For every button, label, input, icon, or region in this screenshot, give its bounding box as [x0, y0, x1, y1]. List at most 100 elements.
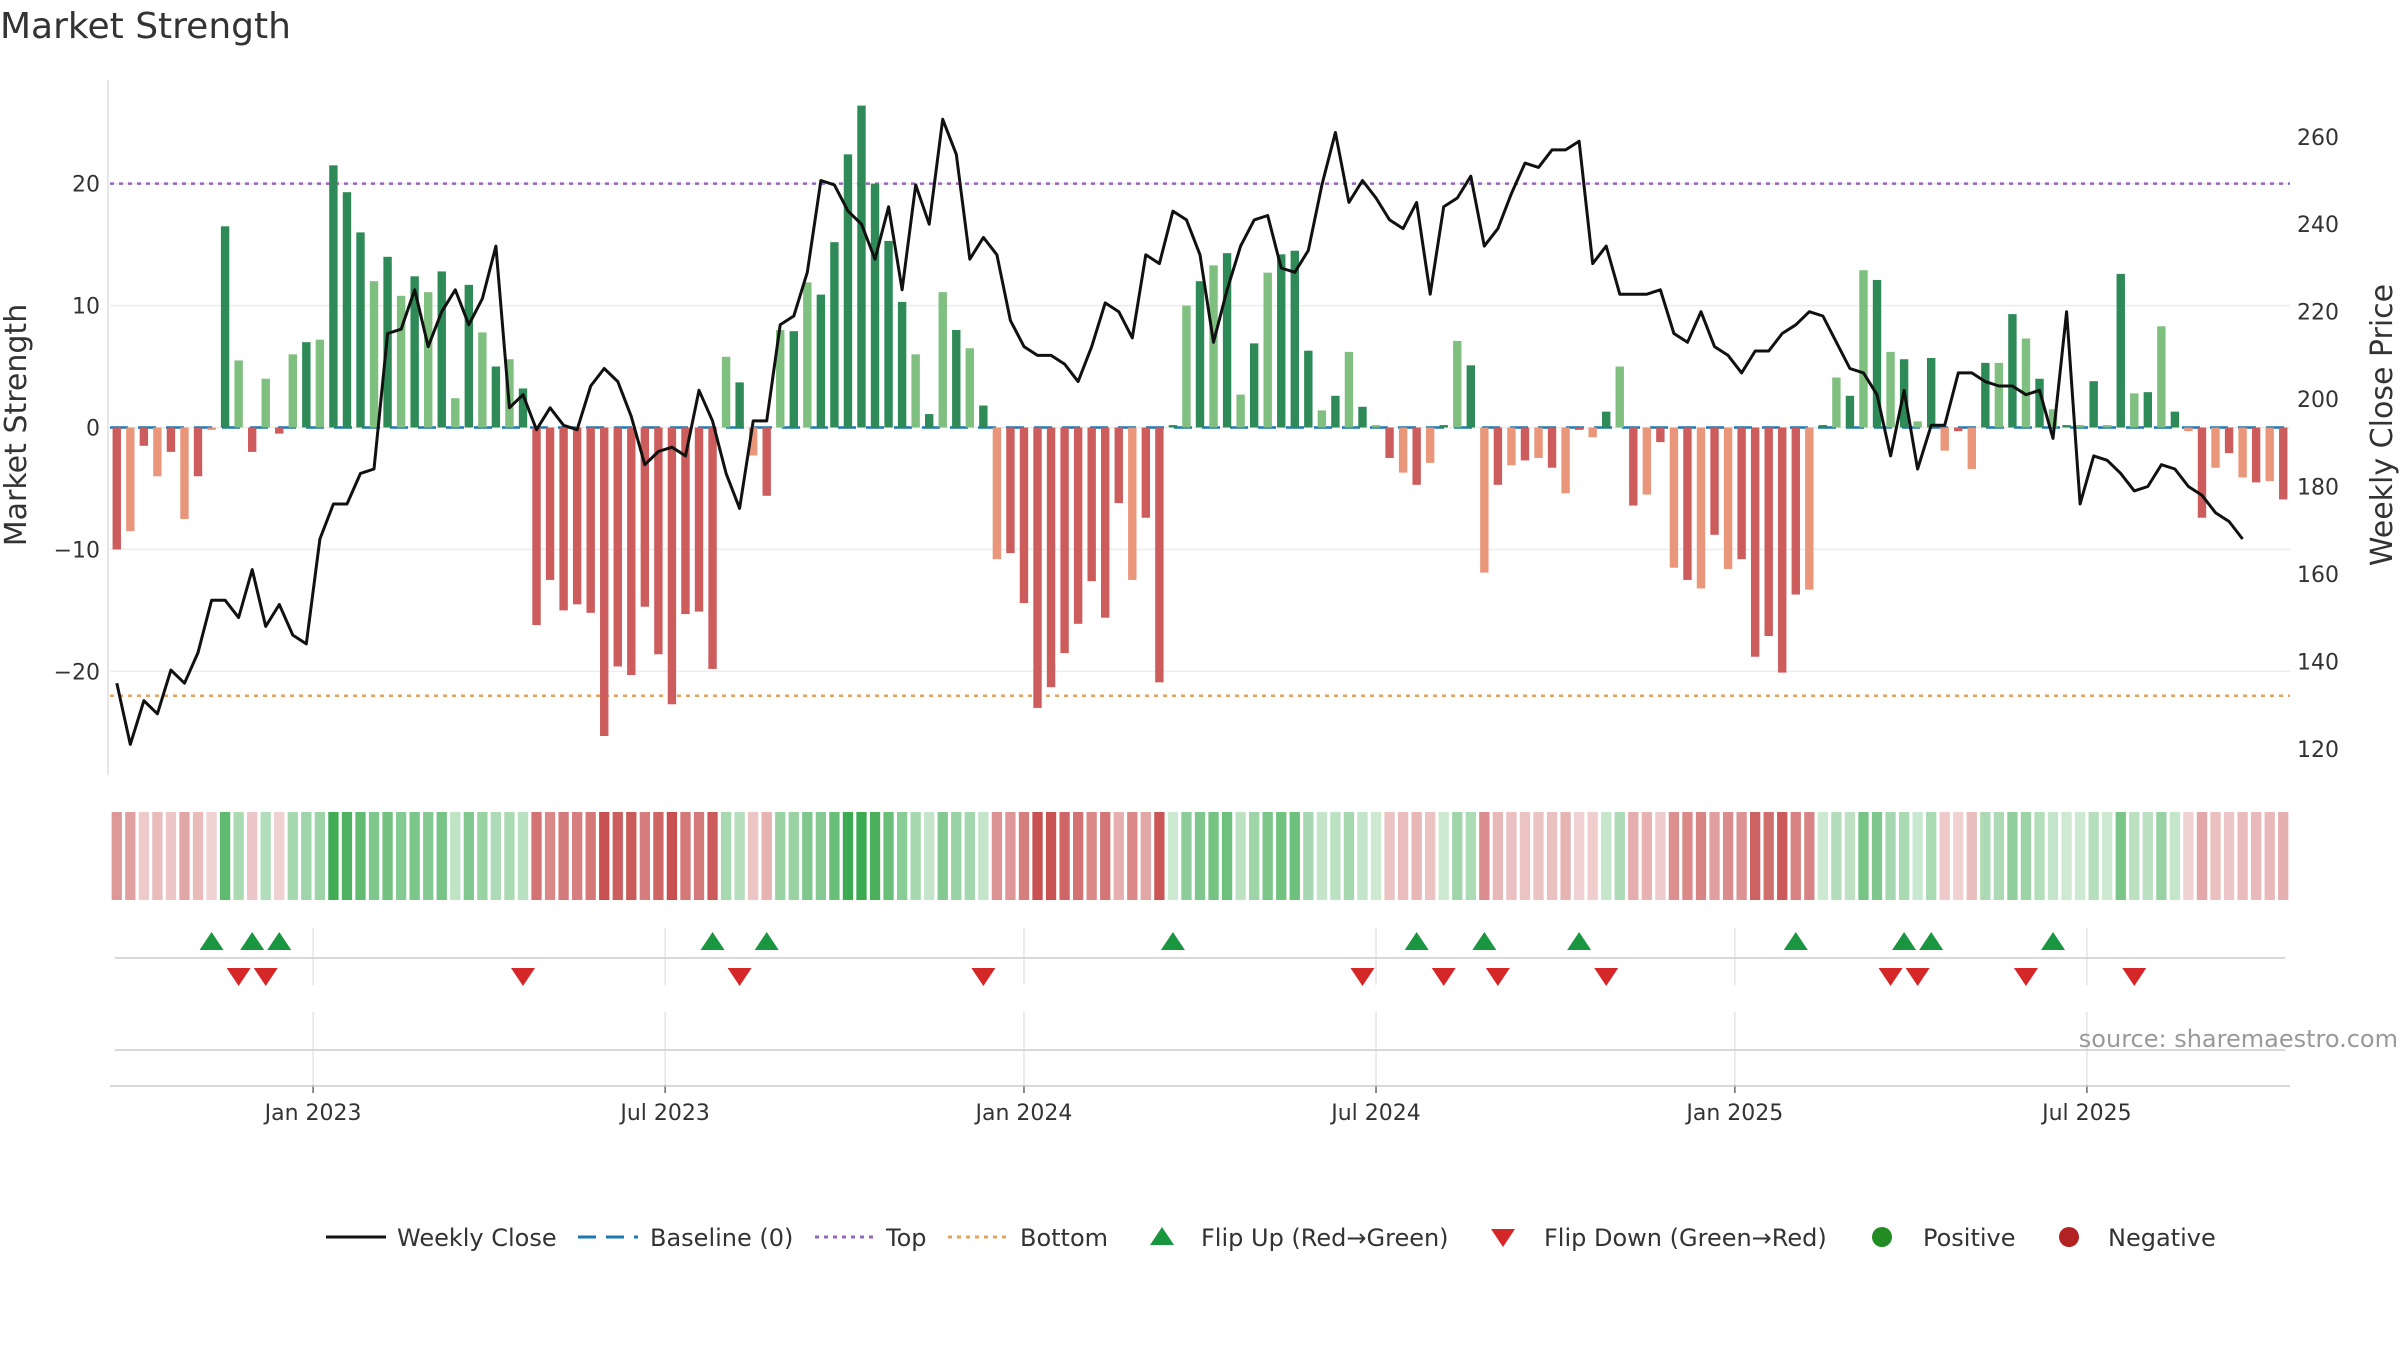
heat-cell [896, 812, 908, 900]
heat-cell [869, 812, 881, 900]
strength-bar [979, 405, 988, 428]
strength-bar [2143, 392, 2153, 428]
close-price-line [115, 117, 2244, 746]
strength-bar [1832, 377, 1841, 428]
heat-cell [2251, 812, 2262, 900]
strength-bar [518, 388, 528, 428]
strength-bar [532, 427, 541, 626]
heat-cell [1993, 812, 2005, 900]
heat-cell [2223, 812, 2235, 900]
legend-flip-up-swatch [1150, 1227, 1174, 1245]
heat-cell [517, 812, 529, 900]
heat-cell [558, 812, 569, 900]
heat-cell [666, 812, 678, 900]
strength-bar [288, 354, 297, 428]
heat-cell [2210, 812, 2221, 900]
y-right-tick-label: 220 [2297, 301, 2339, 326]
strength-bar [139, 427, 149, 446]
heat-cell [734, 812, 745, 900]
heat-cell [1519, 812, 1531, 900]
strength-bar [1926, 358, 1936, 428]
heat-cell [1005, 812, 1016, 900]
strength-bar [559, 427, 568, 611]
strength-bar [1778, 427, 1787, 673]
y-right-tick-label: 120 [2297, 738, 2339, 763]
heat-cell [409, 812, 420, 900]
strength-bar [1371, 425, 1381, 428]
heat-cell [450, 812, 461, 900]
heat-cell [1655, 812, 1666, 900]
heat-cell [951, 812, 962, 900]
legend-top-label: Top [885, 1224, 927, 1252]
strength-bar [1534, 427, 1543, 458]
heat-cell [1397, 812, 1409, 900]
y-left-tick-label: −10 [54, 538, 100, 563]
flip-up-marker [1919, 932, 1944, 950]
strength-bar [2035, 378, 2044, 428]
strength-bar [1750, 427, 1760, 657]
heat-cell [206, 812, 217, 900]
heat-cell [1208, 812, 1219, 900]
strength-bar [1398, 427, 1408, 473]
heat-cell [2196, 812, 2208, 900]
strength-bar [1466, 365, 1476, 428]
flip-down-marker [727, 968, 752, 986]
flip-down-marker [1905, 968, 1930, 986]
strength-bar [1872, 279, 1882, 428]
heat-cell [1587, 812, 1598, 900]
strength-bar [1859, 270, 1868, 428]
strength-bar [708, 427, 717, 669]
heat-cell [1113, 812, 1124, 900]
heat-cell [829, 812, 840, 900]
strength-bar [220, 226, 230, 428]
legend-weekly-close-label: Weekly Close [397, 1224, 557, 1252]
heat-cell [1370, 812, 1382, 900]
strength-bar [166, 427, 176, 452]
heat-cell [978, 812, 989, 900]
strength-bar [180, 427, 189, 519]
heat-cell [924, 812, 935, 900]
strength-bar [424, 292, 433, 428]
strength-bar [1602, 411, 1611, 428]
strength-heat-strip [111, 812, 2289, 900]
heat-cell [368, 812, 380, 900]
strength-bar [356, 232, 365, 428]
flip-up-marker [754, 932, 779, 950]
strength-bar [938, 292, 947, 428]
strength-bar [789, 331, 798, 428]
strength-bar [1791, 427, 1800, 595]
strength-bar [1277, 254, 1286, 428]
heat-cell [1722, 812, 1734, 900]
strength-bar [803, 282, 812, 428]
strength-bar [1236, 394, 1245, 428]
strength-bar [410, 276, 419, 428]
heat-cell [1790, 812, 1801, 900]
heat-cell [2088, 812, 2099, 900]
heat-cell [463, 812, 474, 900]
strength-bar [2184, 427, 2193, 432]
strength-bar [1304, 350, 1313, 428]
heat-cell [341, 812, 353, 900]
heat-cell [1546, 812, 1558, 900]
heat-cell [1926, 812, 1937, 900]
strength-bar [2170, 411, 2180, 428]
heat-cell [165, 812, 177, 900]
strength-bar [1222, 253, 1232, 428]
flip-down-marker [1594, 968, 1619, 986]
heat-cell [1601, 812, 1612, 900]
strength-bar [1723, 427, 1733, 569]
heat-cell [504, 812, 515, 900]
heat-cell [2061, 812, 2072, 900]
flip-up-marker [1892, 932, 1917, 950]
heat-cell [2142, 812, 2153, 900]
heat-cell [1154, 812, 1165, 900]
strength-bar [1480, 427, 1489, 573]
strength-bar [275, 427, 284, 434]
heat-cell [314, 812, 326, 900]
strength-bar [2048, 409, 2058, 428]
strength-bar [1385, 427, 1394, 458]
strength-bar [1317, 410, 1327, 428]
strength-bar [2021, 338, 2031, 428]
strength-bar [2130, 393, 2139, 428]
strength-bar [1805, 427, 1814, 590]
